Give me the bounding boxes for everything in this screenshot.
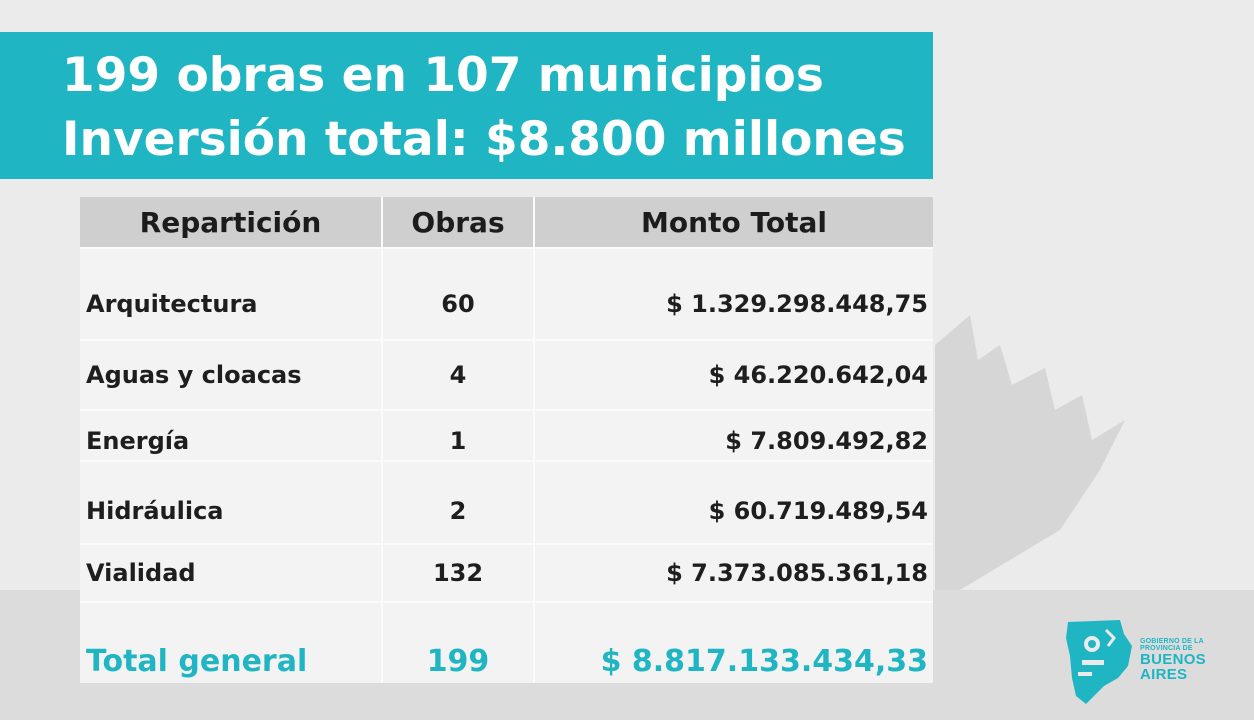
row-divider [80, 339, 933, 341]
monto-cell: $ 7.373.085.361,18 [666, 559, 928, 587]
row-divider [80, 247, 933, 249]
logo-line-1: GOBIERNO DE LA [1140, 638, 1204, 645]
monto-cell: $ 1.329.298.448,75 [666, 290, 928, 318]
works-table: Repartición Obras Monto Total Arquitectu… [80, 197, 933, 683]
title-line-1: 199 obras en 107 municipios [62, 48, 824, 103]
government-logo-text: GOBIERNO DE LA PROVINCIA DE BUENOS AIRES [1140, 638, 1206, 682]
table-row: Vialidad 132 $ 7.373.085.361,18 [80, 545, 933, 601]
header-obras: Obras [383, 197, 533, 247]
obras-cell: 132 [432, 559, 484, 587]
total-row: Total general 199 $ 8.817.133.434,33 [80, 633, 933, 689]
reparticion-cell: Aguas y cloacas [86, 361, 302, 389]
row-divider [80, 409, 933, 411]
logo-line-4: AIRES [1140, 666, 1188, 683]
province-map-icon [1066, 620, 1132, 704]
monto-cell: $ 7.809.492,82 [725, 427, 928, 455]
logo-line-2: PROVINCIA DE [1140, 645, 1193, 652]
reparticion-cell: Vialidad [86, 559, 196, 587]
header-reparticion: Repartición [80, 197, 381, 247]
title-banner [0, 32, 933, 179]
row-divider [80, 460, 933, 462]
obras-cell: 1 [449, 427, 467, 455]
column-divider [533, 197, 535, 683]
title-line-2: Inversión total: $8.800 millones [62, 112, 906, 167]
logo-line-3: BUENOS [1140, 651, 1206, 668]
table-header: Repartición Obras Monto Total [80, 197, 933, 247]
obras-cell: 4 [449, 361, 467, 389]
total-obras: 199 [426, 643, 490, 679]
total-label: Total general [86, 643, 308, 679]
table-row: Hidráulica 2 $ 60.719.489,54 [80, 479, 933, 543]
obras-cell: 60 [441, 290, 475, 318]
table-row: Energía 1 $ 7.809.492,82 [80, 411, 933, 471]
row-divider [80, 601, 933, 603]
table-row: Arquitectura 60 $ 1.329.298.448,75 [80, 269, 933, 339]
table-row: Aguas y cloacas 4 $ 46.220.642,04 [80, 341, 933, 409]
monto-cell: $ 46.220.642,04 [708, 361, 928, 389]
monto-cell: $ 60.719.489,54 [708, 497, 928, 525]
row-divider [80, 543, 933, 545]
reparticion-cell: Energía [86, 427, 190, 455]
header-monto-total: Monto Total [535, 197, 933, 247]
obras-cell: 2 [449, 497, 467, 525]
reparticion-cell: Arquitectura [86, 290, 258, 318]
total-monto: $ 8.817.133.434,33 [600, 643, 928, 679]
column-divider [381, 197, 383, 683]
reparticion-cell: Hidráulica [86, 497, 224, 525]
